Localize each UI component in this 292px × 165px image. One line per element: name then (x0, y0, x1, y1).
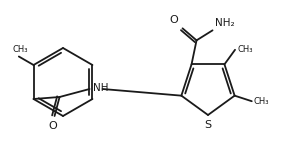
Text: S: S (204, 120, 212, 130)
Text: NH: NH (93, 83, 108, 93)
Text: CH₃: CH₃ (12, 46, 27, 54)
Text: CH₃: CH₃ (237, 45, 253, 54)
Text: O: O (48, 121, 57, 131)
Text: NH₂: NH₂ (215, 18, 234, 28)
Text: CH₃: CH₃ (254, 97, 269, 106)
Text: O: O (170, 15, 178, 25)
